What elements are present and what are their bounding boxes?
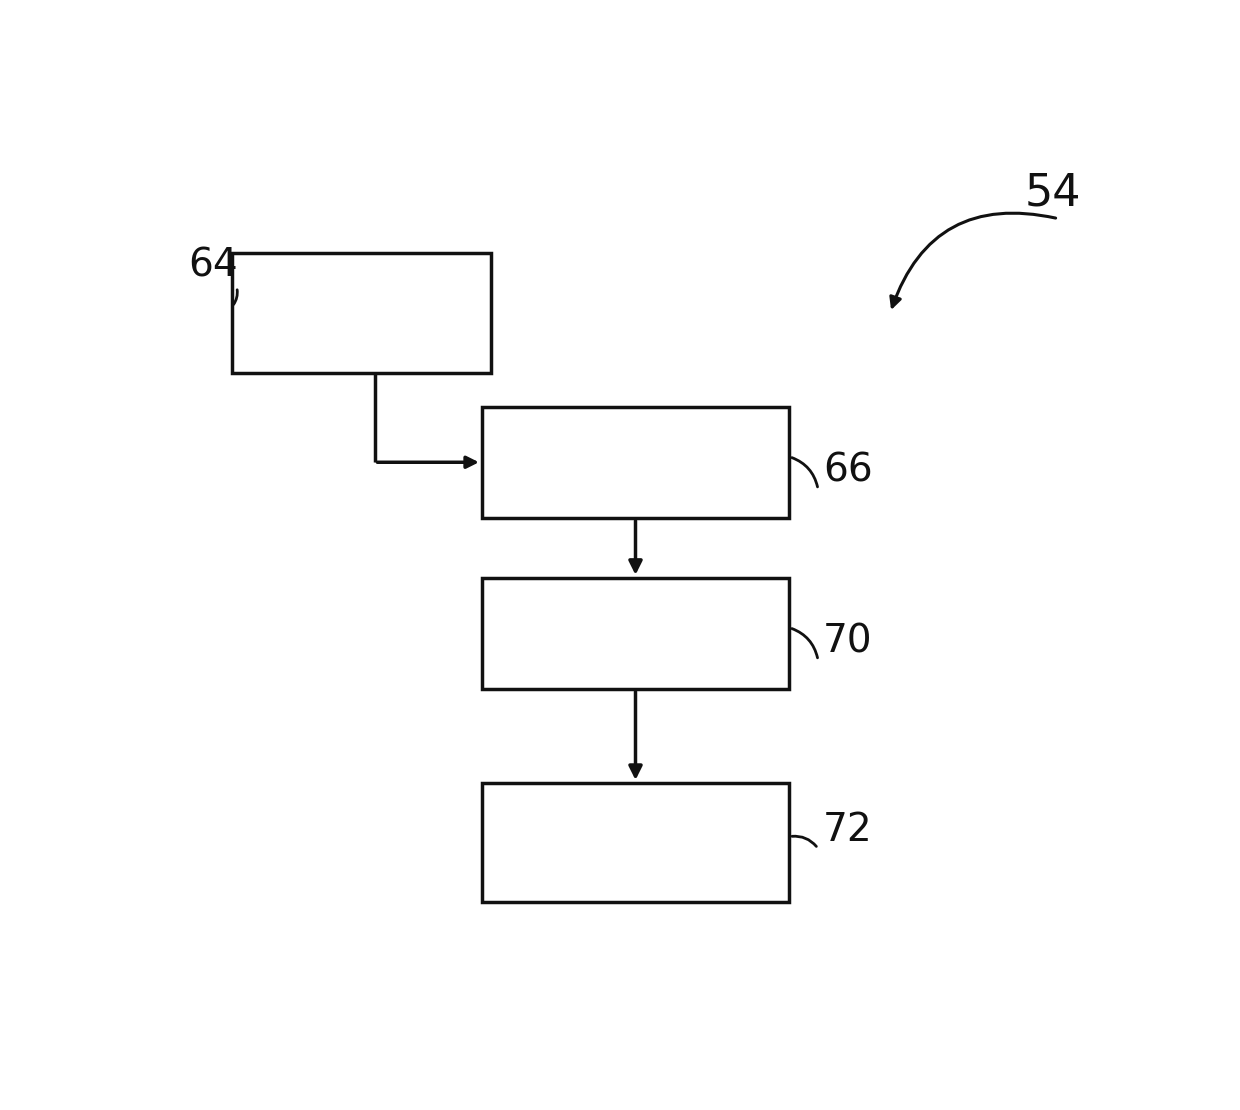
Text: 66: 66 bbox=[823, 452, 873, 490]
Text: 70: 70 bbox=[823, 623, 873, 660]
Bar bbox=[481, 783, 789, 902]
Text: 54: 54 bbox=[1024, 172, 1081, 214]
Bar bbox=[481, 406, 789, 517]
Bar bbox=[232, 253, 491, 373]
Text: 64: 64 bbox=[188, 246, 238, 284]
Bar bbox=[481, 577, 789, 688]
Text: 72: 72 bbox=[823, 810, 873, 849]
